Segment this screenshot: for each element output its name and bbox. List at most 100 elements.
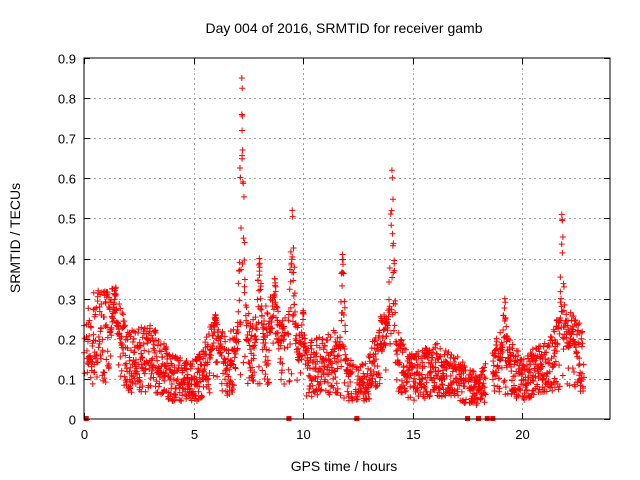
data-point: [579, 328, 586, 335]
data-point: [537, 366, 544, 373]
data-point: [431, 379, 438, 386]
data-point: [415, 348, 422, 355]
data-point: [493, 369, 500, 376]
data-point: [96, 340, 103, 347]
data-point: [152, 337, 159, 344]
data-point: [241, 353, 248, 360]
data-point: [402, 387, 409, 394]
data-point: [259, 367, 266, 374]
data-point: [289, 207, 296, 214]
data-point: [152, 329, 159, 336]
data-point: [108, 324, 115, 331]
data-point: [116, 330, 123, 337]
data-point: [397, 345, 404, 352]
data-point: [434, 340, 441, 347]
data-point: [235, 338, 242, 345]
data-point: [576, 320, 583, 327]
data-point: [478, 394, 485, 401]
data-point: [309, 376, 316, 383]
data-point: [239, 127, 246, 134]
data-point: [215, 326, 222, 333]
data-point: [525, 355, 532, 362]
data-point: [482, 360, 489, 367]
data-point: [195, 396, 202, 403]
data-point: [155, 338, 162, 345]
data-point: [426, 349, 433, 356]
data-point: [147, 322, 154, 329]
data-point: [329, 360, 336, 367]
data-point: [492, 353, 499, 360]
data-point: [511, 382, 518, 389]
data-point: [256, 380, 263, 387]
data-point: [121, 373, 128, 380]
data-point: [214, 321, 221, 328]
data-point: [552, 384, 559, 391]
data-point: [293, 337, 300, 344]
data-point: [171, 364, 178, 371]
data-point: [424, 353, 431, 360]
data-point: [327, 334, 334, 341]
data-point: [542, 356, 549, 363]
data-point: [435, 393, 442, 400]
data-point: [558, 211, 565, 218]
data-point: [506, 337, 513, 344]
data-point: [145, 348, 152, 355]
data-point: [339, 269, 346, 276]
data-point: [268, 319, 275, 326]
data-point: [241, 257, 248, 264]
data-point: [243, 304, 250, 311]
data-point: [281, 345, 288, 352]
data-point: [117, 353, 124, 360]
data-point: [423, 379, 430, 386]
data-point: [107, 352, 114, 359]
data-point: [397, 336, 404, 343]
data-point: [236, 297, 243, 304]
data-point: [221, 356, 228, 363]
data-point: [443, 358, 450, 365]
data-point: [239, 152, 246, 159]
data-point: [235, 308, 242, 315]
data-point: [149, 335, 156, 342]
data-point: [316, 365, 323, 372]
data-point: [431, 387, 438, 394]
data-point: [506, 343, 513, 350]
data-point: [578, 378, 585, 385]
data-point: [428, 369, 435, 376]
data-point: [541, 340, 548, 347]
data-point: [418, 371, 425, 378]
data-point: [470, 368, 477, 375]
data-point: [526, 393, 533, 400]
data-point: [391, 267, 398, 274]
data-point: [278, 367, 285, 374]
data-point: [362, 360, 369, 367]
data-point: [314, 378, 321, 385]
data-point: [300, 310, 307, 317]
data-point: [558, 303, 565, 310]
data-point: [288, 370, 295, 377]
data-point: [566, 382, 573, 389]
data-point: [277, 355, 284, 362]
data-point: [539, 363, 546, 370]
data-point: [354, 373, 361, 380]
data-point: [339, 341, 346, 348]
data-point: [113, 306, 120, 313]
data-point: [127, 364, 134, 371]
data-point: [170, 370, 177, 377]
data-point: [563, 311, 570, 318]
data-point: [508, 377, 515, 384]
data-point: [384, 322, 391, 329]
data-point: [164, 351, 171, 358]
data-point: [392, 309, 399, 316]
data-point: [481, 389, 488, 396]
data-point: [578, 343, 585, 350]
data-point: [389, 274, 396, 281]
data-point: [220, 370, 227, 377]
data-point: [571, 369, 578, 376]
data-point: [437, 353, 444, 360]
data-point: [206, 385, 213, 392]
data-point: [246, 360, 253, 367]
data-point: [382, 342, 389, 349]
data-point: [126, 357, 133, 364]
